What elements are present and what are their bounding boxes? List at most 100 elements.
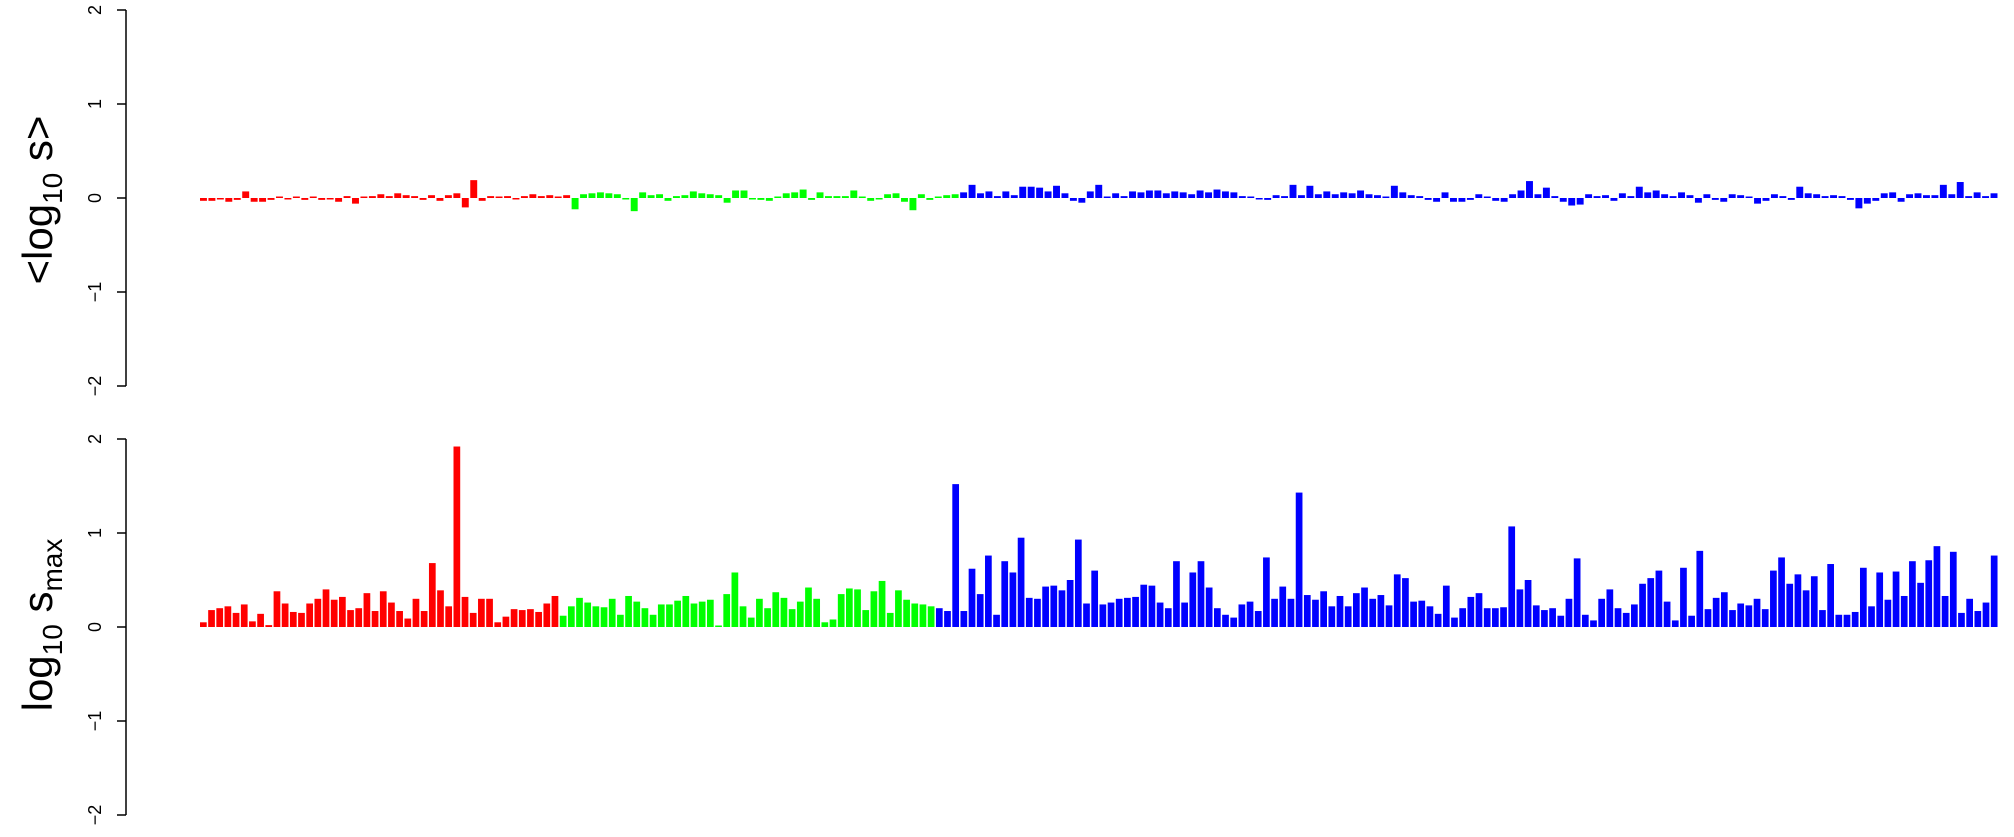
bar: [225, 198, 233, 202]
bar: [1050, 585, 1058, 627]
bar: [1181, 602, 1188, 627]
bar: [1017, 537, 1025, 627]
bar: [926, 198, 934, 200]
bar: [1939, 184, 1947, 198]
bar: [825, 196, 832, 198]
bar: [796, 601, 804, 627]
bar: [1450, 198, 1457, 202]
bar: [977, 193, 984, 198]
bar: [520, 196, 528, 198]
bar: [884, 194, 892, 198]
bar: [1154, 190, 1162, 198]
bar: [681, 195, 689, 198]
bar: [1295, 492, 1303, 627]
bar: [1541, 610, 1548, 627]
bar: [985, 555, 992, 627]
bar: [1770, 570, 1777, 627]
bar: [951, 194, 959, 198]
bar: [1922, 195, 1930, 198]
bar: [1112, 193, 1120, 198]
bar: [1868, 606, 1875, 627]
bar: [1897, 198, 1905, 202]
bar: [846, 588, 853, 627]
bar: [1129, 191, 1136, 198]
bar: [436, 198, 444, 201]
bar: [276, 196, 283, 198]
bar: [242, 191, 250, 198]
bar: [588, 193, 596, 198]
bar: [1622, 612, 1630, 627]
bar: [1459, 608, 1467, 627]
bar: [1737, 195, 1745, 198]
bar: [731, 572, 739, 627]
bar: [1990, 555, 1998, 627]
bar: [739, 606, 747, 627]
bar: [259, 198, 267, 202]
bar: [1876, 572, 1884, 627]
bar: [1762, 198, 1770, 201]
bar: [504, 196, 511, 198]
bar: [1010, 195, 1018, 198]
bar: [535, 611, 542, 627]
bar: [1500, 607, 1507, 627]
bar: [1686, 195, 1694, 198]
bar: [1173, 561, 1180, 627]
bar: [886, 612, 894, 627]
bar: [1238, 196, 1246, 198]
bar: [1720, 592, 1728, 627]
bar: [641, 608, 649, 627]
bar: [309, 196, 317, 198]
bar: [1819, 610, 1826, 627]
bar: [1246, 601, 1254, 627]
bar: [1745, 605, 1753, 627]
bar: [301, 198, 309, 200]
bar: [1827, 564, 1834, 627]
bar: [1524, 580, 1532, 627]
bar: [791, 192, 799, 198]
bar: [617, 614, 624, 627]
bar: [1441, 192, 1449, 198]
bar: [1761, 609, 1769, 627]
bar: [764, 608, 771, 627]
bar: [1872, 198, 1880, 201]
bar: [1728, 194, 1736, 198]
bar: [580, 194, 587, 198]
bar: [551, 595, 559, 627]
bar: [1925, 560, 1933, 627]
bar: [1483, 196, 1491, 198]
bar: [976, 594, 984, 627]
bar: [250, 198, 258, 202]
bar: [909, 198, 917, 211]
y-axis-title-main: <log: [14, 204, 61, 285]
bar: [878, 580, 886, 627]
bar: [1663, 601, 1671, 627]
bar: [1671, 620, 1679, 627]
bar: [1179, 192, 1187, 198]
bar: [1694, 198, 1702, 203]
bar: [1661, 194, 1669, 198]
bar: [1357, 190, 1365, 198]
bar: [630, 198, 638, 212]
bar: [469, 612, 477, 627]
bar: [388, 602, 395, 627]
bar: [208, 198, 216, 201]
y-axis: −2 −1 0 1 2: [85, 5, 127, 396]
bar: [821, 622, 829, 627]
bar: [420, 611, 428, 627]
bar: [968, 184, 976, 198]
bar: [816, 192, 824, 198]
bar: [1197, 561, 1205, 627]
bar: [1956, 182, 1964, 198]
bar: [968, 568, 976, 627]
bar: [935, 608, 943, 627]
bar: [592, 606, 600, 627]
bar: [1517, 190, 1525, 198]
bar: [1036, 187, 1044, 198]
bar: [1990, 193, 1998, 198]
bar: [870, 591, 878, 627]
bar: [774, 196, 782, 198]
bar: [1821, 196, 1829, 198]
bar: [326, 198, 334, 200]
series-group3: [935, 484, 1998, 627]
